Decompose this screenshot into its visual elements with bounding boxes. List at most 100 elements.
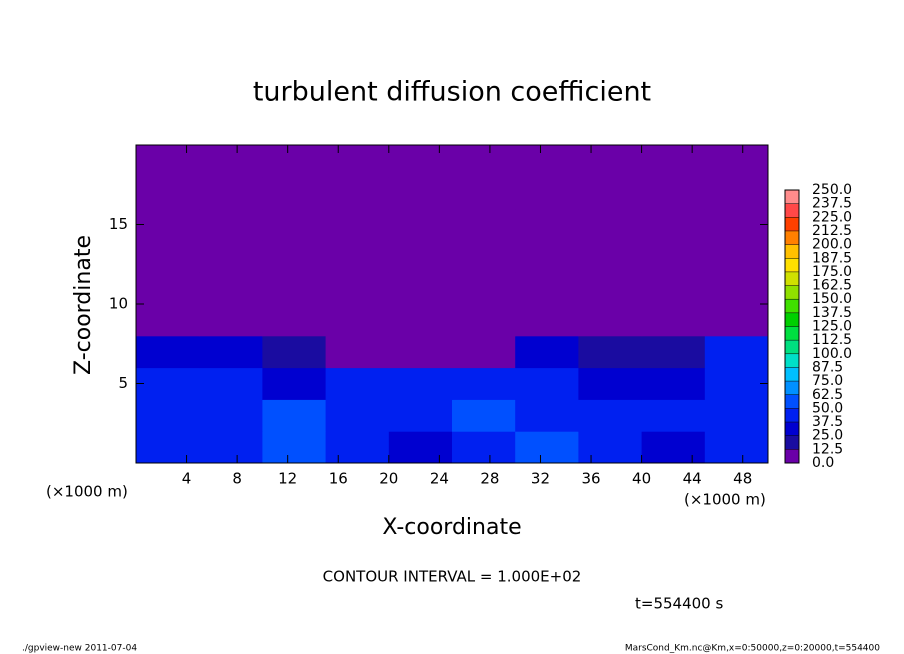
colorbar-swatch (785, 367, 799, 382)
heat-cell (641, 240, 706, 273)
colorbar-swatch (785, 353, 799, 368)
colorbar-label: 12.5 (812, 441, 843, 457)
time-note: t=554400 s (635, 595, 723, 613)
heat-cell (452, 240, 516, 273)
heat-cell (704, 304, 769, 337)
heat-cell (704, 399, 769, 432)
colorbar-swatch (785, 190, 799, 204)
heat-cell (452, 367, 516, 400)
heat-cell (515, 240, 579, 273)
x-tick-label: 16 (329, 470, 348, 488)
heat-cell (136, 145, 200, 178)
colorbar-swatch (785, 258, 799, 272)
x-tick-label: 40 (632, 470, 651, 488)
y-tick-label: 5 (118, 374, 128, 392)
x-unit-label: (×1000 m) (684, 491, 766, 509)
colorbar-label: 137.5 (812, 305, 852, 321)
colorbar-swatch (785, 408, 799, 423)
heat-cell (641, 335, 706, 369)
colorbar-label: 212.5 (812, 223, 852, 239)
heat-cell (388, 304, 453, 337)
colorbar-swatch (785, 422, 799, 436)
heat-cell (388, 335, 453, 369)
heat-cell (515, 208, 579, 241)
heat-cell (199, 304, 263, 337)
colorbar-label: 200.0 (812, 237, 852, 253)
heat-cell (325, 304, 390, 337)
heat-cell (199, 367, 263, 400)
heat-cell (136, 367, 200, 400)
heat-cell (136, 176, 200, 210)
colorbar-label: 250.0 (812, 182, 852, 198)
heat-cell (325, 208, 390, 241)
heat-cell (452, 272, 516, 305)
heat-cell (515, 272, 579, 305)
heat-cell (515, 431, 579, 464)
heat-cell (199, 431, 263, 464)
heat-cell (136, 431, 200, 464)
colorbar-swatch (785, 244, 799, 259)
heat-cell (641, 304, 706, 337)
x-tick-label: 48 (733, 470, 752, 488)
colorbar-swatch (785, 271, 799, 286)
x-tick-label: 8 (232, 470, 242, 488)
heat-cell (262, 176, 327, 210)
heat-cell (199, 240, 263, 273)
heat-cell (325, 431, 390, 464)
heat-cell (262, 335, 327, 369)
heat-cell (452, 304, 516, 337)
colorbar-label: 75.0 (812, 373, 843, 389)
colorbar-swatch (785, 435, 799, 450)
heat-cell (578, 240, 643, 273)
heat-cell (452, 176, 516, 210)
heat-cell (262, 367, 327, 400)
heat-cell (515, 367, 579, 400)
heat-cell (641, 272, 706, 305)
colorbar-label: 62.5 (812, 387, 843, 403)
heat-cell (262, 272, 327, 305)
y-axis-label: Z-coordinate (71, 235, 96, 375)
heat-cell (199, 145, 263, 178)
heat-cell (704, 208, 769, 241)
heat-cell (388, 431, 453, 464)
heat-cell (388, 145, 453, 178)
colorbar-label: 175.0 (812, 264, 852, 280)
heat-cell (388, 176, 453, 210)
heat-cell (641, 145, 706, 178)
heat-cell (704, 335, 769, 369)
heat-cell (388, 367, 453, 400)
heat-cell (325, 367, 390, 400)
colorbar-swatch (785, 449, 799, 463)
heat-cell (262, 304, 327, 337)
colorbar-label: 187.5 (812, 250, 852, 266)
x-tick-label: 44 (683, 470, 702, 488)
heat-cell (578, 304, 643, 337)
heat-cell (641, 367, 706, 400)
heat-cell (515, 335, 579, 369)
heat-cell (641, 399, 706, 432)
y-tick-label: 10 (109, 295, 128, 313)
colorbar-swatch (785, 381, 799, 395)
colorbar-swatch (785, 230, 799, 245)
heat-cell (578, 272, 643, 305)
colorbar-label: 150.0 (812, 291, 852, 307)
heat-cell (199, 176, 263, 210)
heat-cell (388, 208, 453, 241)
colorbar-swatch (785, 312, 799, 327)
heat-cell (262, 431, 327, 464)
heat-cell (515, 145, 579, 178)
y-tick-label: 15 (109, 215, 128, 233)
heat-cell (704, 367, 769, 400)
heat-cell (388, 240, 453, 273)
x-tick-label: 12 (278, 470, 297, 488)
heat-cell (578, 145, 643, 178)
heat-cell (641, 431, 706, 464)
heat-cell (704, 176, 769, 210)
heat-cell (136, 208, 200, 241)
heat-cell (578, 335, 643, 369)
colorbar-label: 112.5 (812, 332, 852, 348)
heat-cell (262, 145, 327, 178)
heat-cell (136, 272, 200, 305)
colorbar-label: 87.5 (812, 359, 843, 375)
